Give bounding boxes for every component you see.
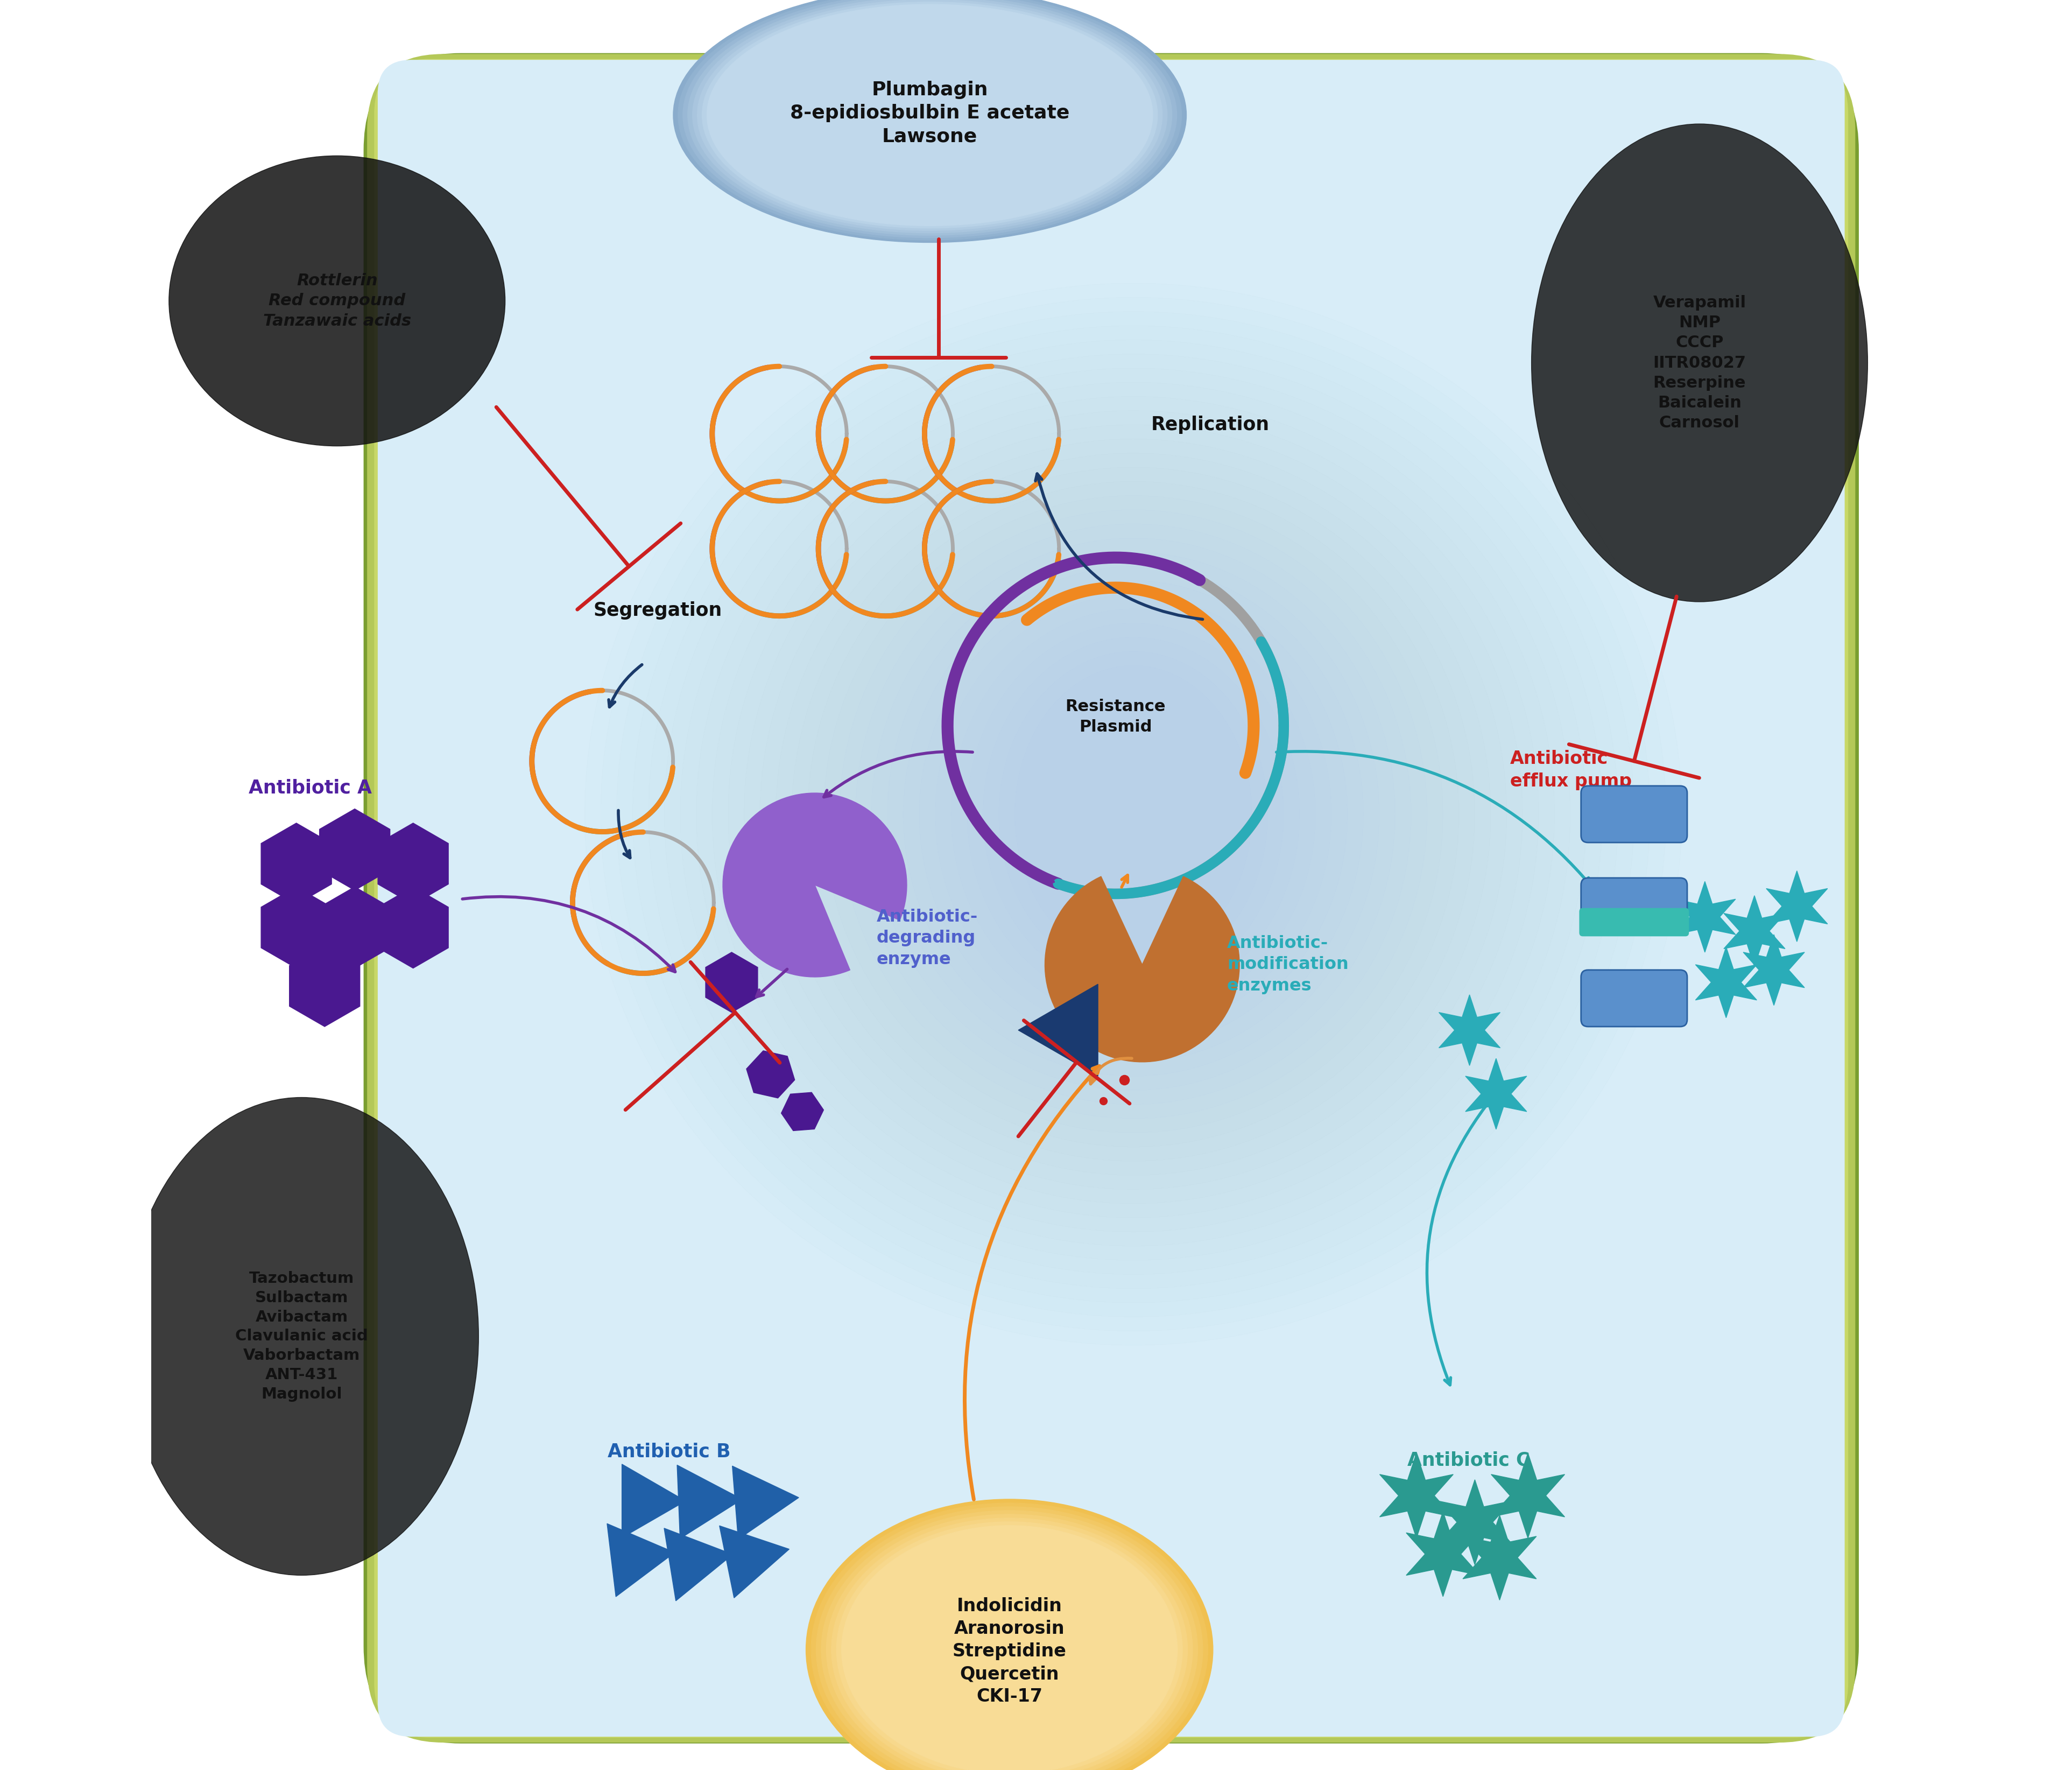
Polygon shape — [319, 809, 390, 890]
Text: Antibiotic-
degrading
enzyme: Antibiotic- degrading enzyme — [876, 908, 978, 968]
Polygon shape — [731, 1466, 798, 1540]
Text: Antibiotic-
modification
enzymes: Antibiotic- modification enzymes — [1227, 935, 1349, 995]
Text: Antibiotic C: Antibiotic C — [1407, 1451, 1529, 1469]
Polygon shape — [377, 823, 448, 904]
Polygon shape — [1017, 984, 1098, 1076]
Text: Plumbagin
8-epidiosbulbin E acetate
Lawsone: Plumbagin 8-epidiosbulbin E acetate Laws… — [789, 81, 1069, 145]
Polygon shape — [1743, 935, 1805, 1005]
Ellipse shape — [707, 4, 1152, 227]
Polygon shape — [1465, 1058, 1527, 1129]
Ellipse shape — [821, 1510, 1198, 1770]
Ellipse shape — [702, 2, 1158, 228]
FancyBboxPatch shape — [1581, 786, 1687, 843]
Ellipse shape — [1531, 124, 1867, 602]
Polygon shape — [622, 1464, 686, 1538]
Polygon shape — [1380, 1453, 1452, 1538]
Polygon shape — [746, 1051, 796, 1097]
Polygon shape — [665, 1528, 733, 1600]
Ellipse shape — [831, 1519, 1187, 1770]
Ellipse shape — [688, 0, 1173, 235]
Polygon shape — [1463, 1515, 1537, 1600]
FancyBboxPatch shape — [377, 60, 1844, 1736]
Polygon shape — [707, 952, 758, 1012]
Text: Antibiotic A: Antibiotic A — [249, 779, 371, 797]
Ellipse shape — [698, 0, 1162, 230]
Text: Replication: Replication — [1152, 416, 1270, 434]
Text: Antibiotic B: Antibiotic B — [607, 1443, 731, 1460]
Ellipse shape — [124, 1097, 479, 1575]
FancyBboxPatch shape — [363, 53, 1859, 1743]
Ellipse shape — [816, 1506, 1202, 1770]
Polygon shape — [319, 887, 390, 968]
Polygon shape — [377, 887, 448, 968]
Polygon shape — [1674, 881, 1736, 952]
Polygon shape — [1765, 871, 1828, 942]
Ellipse shape — [673, 0, 1187, 242]
Text: Resistance
Plasmid: Resistance Plasmid — [1065, 699, 1167, 735]
Polygon shape — [1492, 1453, 1564, 1538]
Ellipse shape — [684, 0, 1177, 237]
Ellipse shape — [692, 0, 1167, 234]
Ellipse shape — [841, 1526, 1177, 1770]
Text: Indolicidin
Aranorosin
Streptidine
Quercetin
CKI-17: Indolicidin Aranorosin Streptidine Querc… — [953, 1597, 1067, 1706]
Polygon shape — [1438, 995, 1500, 1066]
Text: Verapamil
NMP
CCCP
IITR08027
Reserpine
Baicalein
Carnosol: Verapamil NMP CCCP IITR08027 Reserpine B… — [1653, 296, 1747, 430]
Text: Tazobactum
Sulbactam
Avibactam
Clavulanic acid
Vaborbactam
ANT-431
Magnolol: Tazobactum Sulbactam Avibactam Clavulani… — [236, 1271, 369, 1402]
Ellipse shape — [810, 1503, 1208, 1770]
FancyBboxPatch shape — [375, 58, 1848, 1738]
FancyBboxPatch shape — [1581, 970, 1687, 1027]
Ellipse shape — [827, 1513, 1193, 1770]
Ellipse shape — [170, 156, 506, 446]
Polygon shape — [1724, 896, 1786, 966]
Polygon shape — [261, 823, 332, 904]
Polygon shape — [607, 1524, 675, 1597]
FancyBboxPatch shape — [1579, 908, 1689, 936]
FancyBboxPatch shape — [367, 55, 1854, 1742]
Polygon shape — [723, 793, 908, 977]
Polygon shape — [781, 1092, 823, 1131]
Polygon shape — [1695, 947, 1757, 1018]
Polygon shape — [678, 1466, 742, 1538]
Ellipse shape — [837, 1522, 1183, 1770]
Ellipse shape — [806, 1499, 1212, 1770]
Text: Segregation: Segregation — [593, 602, 723, 620]
Polygon shape — [261, 887, 332, 968]
Polygon shape — [1407, 1512, 1479, 1597]
Polygon shape — [290, 945, 361, 1027]
Text: Rottlerin
Red compound
Tanzawaic acids: Rottlerin Red compound Tanzawaic acids — [263, 273, 410, 329]
Polygon shape — [719, 1526, 789, 1598]
FancyBboxPatch shape — [1581, 878, 1687, 935]
Text: Antibiotic
efflux pump: Antibiotic efflux pump — [1510, 750, 1633, 789]
Ellipse shape — [678, 0, 1181, 241]
Polygon shape — [1044, 876, 1239, 1062]
Polygon shape — [1438, 1480, 1513, 1565]
